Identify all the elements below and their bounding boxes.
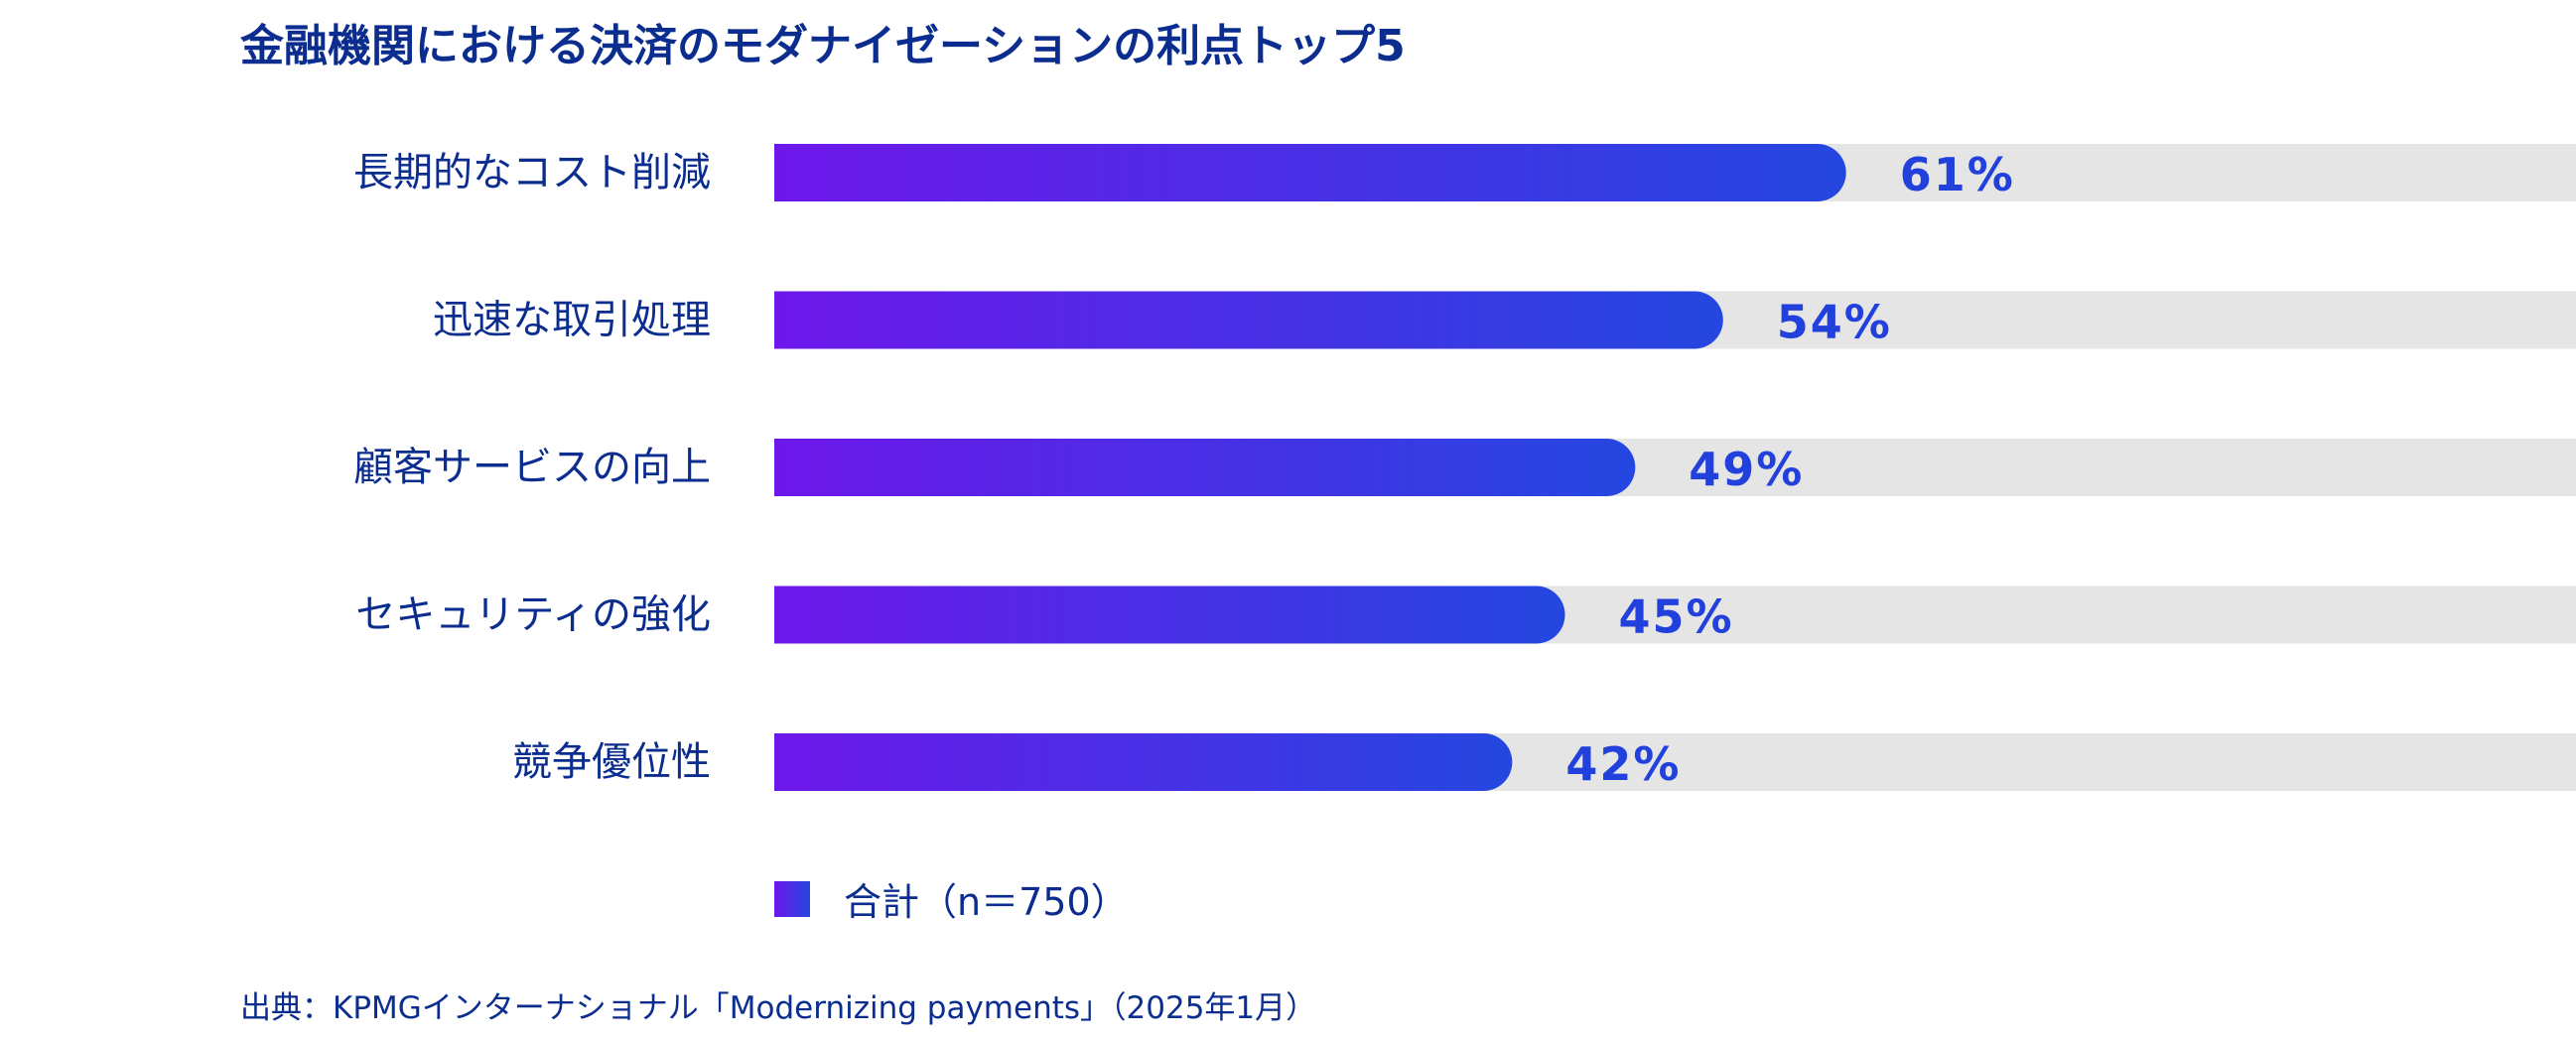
chart-title: 金融機関における決済のモダナイゼーションの利点トップ5 bbox=[240, 21, 1406, 71]
value-labels: 61% 54% 49% 45% 42% bbox=[1565, 148, 2015, 791]
source-note: 出典：KPMGインターナショナル「Modernizing payments」（2… bbox=[240, 990, 1317, 1026]
bar bbox=[774, 586, 1565, 644]
legend-label: 合計（n＝750） bbox=[844, 880, 1129, 924]
value-label: 49% bbox=[1689, 443, 1804, 496]
legend-swatch bbox=[774, 880, 810, 917]
category-label: 顧客サービスの向上 bbox=[353, 445, 711, 490]
category-label: 迅速な取引処理 bbox=[433, 298, 711, 343]
bar bbox=[774, 144, 1846, 201]
value-label: 61% bbox=[1900, 148, 2015, 201]
bar bbox=[774, 291, 1723, 349]
value-label: 54% bbox=[1777, 296, 1892, 349]
legend: 合計（n＝750） bbox=[774, 871, 1129, 926]
bar bbox=[774, 439, 1636, 496]
category-label: 競争優位性 bbox=[512, 739, 711, 785]
value-label: 45% bbox=[1619, 590, 1734, 644]
bar bbox=[774, 733, 1513, 791]
category-label: セキュリティの強化 bbox=[355, 592, 711, 638]
category-label: 長期的なコスト削減 bbox=[353, 150, 711, 195]
bar-chart: 長期的なコスト削減迅速な取引処理顧客サービスの向上セキュリティの強化競争優位性 … bbox=[353, 144, 2576, 791]
value-label: 42% bbox=[1565, 737, 1681, 791]
bars bbox=[774, 144, 1846, 791]
